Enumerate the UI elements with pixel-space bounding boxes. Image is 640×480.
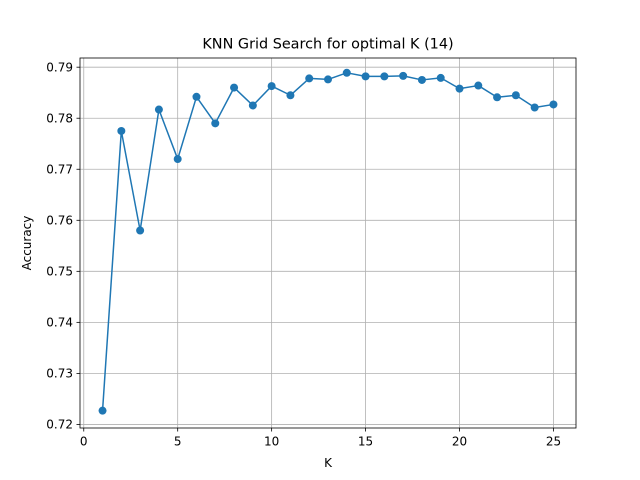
data-point <box>436 73 445 82</box>
data-point <box>380 72 389 81</box>
data-point <box>399 71 408 80</box>
data-point <box>230 83 239 92</box>
data-point <box>417 75 426 84</box>
data-point <box>192 92 201 101</box>
chart-title: KNN Grid Search for optimal K (14) <box>202 37 453 53</box>
data-point <box>248 101 257 110</box>
data-point <box>98 406 107 415</box>
data-point <box>324 75 332 84</box>
y-tick-label: 0.76 <box>46 214 73 228</box>
data-point <box>173 155 182 164</box>
x-tick-label: 5 <box>174 435 182 449</box>
y-tick-label: 0.74 <box>46 316 73 330</box>
y-tick-label: 0.79 <box>46 60 73 74</box>
x-tick-label: 20 <box>452 435 467 449</box>
y-tick-label: 0.78 <box>46 112 73 126</box>
ticks: 0 5 10 15 20 25 0.72 0.73 0.74 0.75 0.76 0.77 0.78 0.… <box>46 60 561 448</box>
data-point <box>455 84 464 93</box>
data-point <box>136 226 145 235</box>
y-tick-label: 0.72 <box>46 418 73 432</box>
data-point <box>342 68 351 77</box>
data-point <box>267 82 276 91</box>
grid <box>80 58 576 428</box>
y-tick-label: 0.73 <box>46 367 73 381</box>
x-tick-label: 0 <box>80 435 88 449</box>
plot-frame <box>79 57 577 429</box>
y-tick-label: 0.75 <box>46 265 73 279</box>
series <box>98 68 558 415</box>
data-point <box>549 100 558 109</box>
y-axis-label: Accuracy <box>20 216 34 271</box>
data-point <box>286 91 295 100</box>
x-tick-label: 25 <box>546 435 561 449</box>
x-axis-label: K <box>324 456 333 470</box>
data-point <box>154 105 163 114</box>
data-point <box>211 119 220 128</box>
data-point <box>361 72 370 81</box>
data-point <box>117 126 126 135</box>
data-point <box>474 81 483 90</box>
data-point <box>305 74 314 83</box>
data-point <box>511 91 520 100</box>
y-tick-label: 0.77 <box>46 163 73 177</box>
x-tick-label: 10 <box>264 435 279 449</box>
data-point <box>530 103 539 112</box>
x-tick-label: 15 <box>358 435 373 449</box>
data-point <box>493 93 502 102</box>
